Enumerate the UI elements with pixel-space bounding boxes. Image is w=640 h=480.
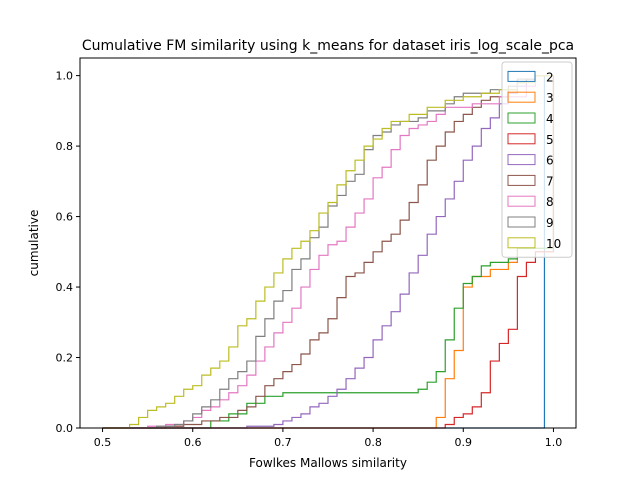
series-line-5: [102, 75, 555, 429]
legend-label-7: 7: [546, 174, 554, 188]
legend-label-3: 3: [546, 91, 554, 105]
y-tick-label: 0.2: [56, 352, 74, 365]
y-tick-label: 0.6: [56, 211, 74, 224]
series-line-3: [102, 75, 555, 429]
legend-swatch-7: [507, 174, 536, 186]
x-tick-label: 0.8: [364, 436, 382, 449]
series-line-10: [102, 75, 554, 429]
legend-swatch-4: [507, 112, 536, 124]
series-line-7: [102, 75, 554, 429]
x-tick-label: 1.0: [545, 436, 563, 449]
chart-title: Cumulative FM similarity using k_means f…: [82, 38, 574, 54]
x-tick-label: 0.9: [455, 436, 473, 449]
y-tick-label: 0.0: [56, 422, 74, 435]
legend-swatch-3: [507, 91, 536, 103]
plot-frame: [79, 57, 577, 429]
axes-layer: 0.5 0.6 0.7 0.8 0.9 1.0 0.0 0.2 0.4 0.6 0.8 1.0: [56, 70, 563, 449]
legend-label-2: 2: [546, 70, 554, 84]
plot-area: [80, 58, 576, 428]
x-tick-label: 0.7: [274, 436, 292, 449]
legend-swatch-8: [507, 195, 536, 207]
legend-label-10: 10: [546, 237, 561, 251]
x-tick-label: 0.5: [94, 436, 112, 449]
y-tick-label: 0.4: [56, 281, 74, 294]
legend-label-9: 9: [546, 216, 554, 230]
legend-label-8: 8: [546, 195, 554, 209]
legend-swatch-10: [507, 237, 536, 249]
y-tick-label: 0.8: [56, 140, 74, 153]
y-tick-label: 1.0: [56, 70, 74, 83]
legend-swatch-5: [507, 133, 536, 145]
series-line-9: [102, 75, 554, 429]
legend: 2 3 4 5 6 7 8 9 10: [501, 61, 573, 258]
y-axis-label: cumulative: [27, 210, 41, 277]
legend-label-6: 6: [546, 154, 554, 168]
legend-box: [501, 61, 573, 258]
legend-label-5: 5: [546, 133, 554, 147]
series-layer: [102, 75, 555, 429]
series-line-8: [102, 75, 554, 429]
legend-label-4: 4: [546, 112, 554, 126]
series-line-6: [102, 75, 554, 429]
legend-swatch-2: [507, 70, 536, 82]
x-tick-label: 0.6: [184, 436, 202, 449]
x-axis-label: Fowlkes Mallows similarity: [249, 456, 407, 470]
legend-swatch-6: [507, 154, 536, 166]
legend-swatch-9: [507, 216, 536, 228]
